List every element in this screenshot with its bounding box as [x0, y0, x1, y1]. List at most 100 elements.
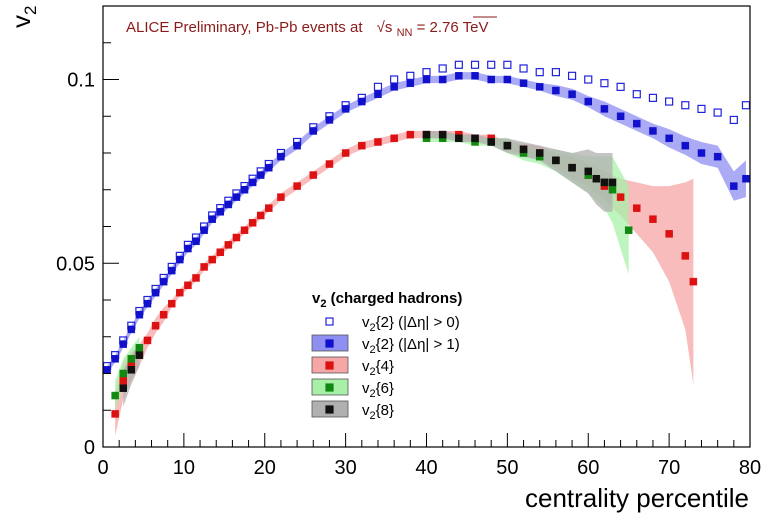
svg-text:v2: v2: [6, 6, 40, 28]
data-point: [119, 369, 127, 378]
data-point: [127, 355, 136, 363]
data-point: [325, 116, 334, 124]
data-point: [358, 141, 366, 150]
y-tick-label: 0: [84, 437, 95, 459]
data-point: [341, 149, 350, 157]
data-point: [568, 90, 576, 98]
x-tick-label: 40: [415, 457, 437, 479]
data-point: [665, 134, 673, 143]
y-tick-label: 0.1: [67, 70, 95, 92]
legend-label: v2{2} (|Δη| > 1): [362, 336, 460, 356]
data-point: [265, 204, 273, 212]
data-point: [358, 97, 366, 106]
data-point: [159, 310, 168, 319]
data-point: [240, 226, 249, 234]
data-point: [119, 377, 127, 385]
uncertainty-band: [123, 344, 140, 407]
legend-marker: [325, 405, 334, 414]
data-point: [224, 200, 233, 209]
data-point: [277, 152, 285, 161]
data-point: [184, 281, 192, 290]
data-point: [600, 105, 609, 113]
data-point: [681, 141, 690, 150]
legend-label: v2{8}: [362, 402, 394, 422]
data-point: [633, 204, 641, 212]
data-point: [208, 255, 216, 264]
data-point: [713, 108, 722, 117]
data-point: [455, 134, 463, 143]
data-point: [192, 274, 200, 282]
data-point: [567, 71, 577, 80]
data-point: [341, 105, 350, 113]
data-point: [648, 93, 658, 102]
data-point: [455, 72, 463, 80]
data-point: [103, 366, 111, 374]
legend-label: v2{4}: [362, 358, 394, 378]
data-point: [374, 90, 382, 98]
data-point: [730, 182, 738, 190]
data-point: [689, 277, 698, 286]
data-point: [471, 134, 479, 143]
data-point: [616, 112, 625, 120]
data-point: [176, 288, 184, 297]
data-point: [176, 255, 184, 264]
data-point: [143, 336, 152, 345]
chart-title: ALICE Preliminary, Pb-Pb events at √s NN…: [126, 19, 489, 40]
data-point: [390, 134, 398, 143]
data-point: [487, 138, 495, 146]
data-point: [503, 141, 512, 150]
data-point: [471, 72, 479, 80]
data-point: [119, 340, 127, 348]
legend-marker: [325, 361, 334, 370]
x-tick-label: 30: [335, 457, 357, 479]
data-point: [143, 299, 152, 308]
data-point: [374, 138, 382, 146]
data-point: [422, 75, 431, 84]
data-point: [551, 68, 561, 77]
data-point: [649, 127, 657, 135]
x-tick-label: 70: [658, 457, 680, 479]
data-point: [454, 60, 463, 69]
x-tick-label: 0: [97, 457, 108, 479]
data-point: [248, 178, 257, 187]
data-point: [552, 86, 560, 95]
data-point: [584, 167, 592, 176]
data-point: [487, 60, 496, 69]
data-point: [470, 60, 480, 69]
data-point: [309, 171, 318, 179]
data-point: [232, 233, 241, 242]
data-point: [151, 288, 160, 297]
data-point: [135, 351, 144, 359]
data-point: [422, 130, 431, 139]
data-point: [167, 299, 176, 308]
data-point: [390, 75, 399, 84]
y-axis-label: v2: [6, 6, 40, 28]
y-tick-label: 0.05: [56, 253, 95, 275]
data-point: [216, 208, 225, 216]
data-point: [232, 193, 241, 201]
data-point: [438, 64, 447, 73]
data-point: [681, 101, 690, 110]
data-point: [535, 149, 544, 157]
data-point: [608, 178, 617, 187]
data-markers: [102, 60, 751, 418]
data-point: [406, 79, 415, 87]
data-point: [406, 71, 415, 80]
x-tick-label: 80: [739, 457, 761, 479]
legend-title: v2 (charged hadrons): [312, 290, 462, 310]
data-point: [487, 75, 495, 84]
data-point: [256, 171, 265, 179]
data-point: [681, 252, 690, 260]
data-point: [127, 325, 136, 334]
data-point: [438, 130, 447, 139]
data-point: [159, 277, 168, 286]
data-point: [697, 149, 706, 157]
data-point: [422, 68, 431, 77]
legend-label: v2{6}: [362, 380, 394, 400]
data-point: [293, 141, 301, 150]
data-point: [240, 186, 249, 194]
x-axis-label: centrality percentile: [525, 483, 749, 513]
data-point: [184, 244, 192, 253]
